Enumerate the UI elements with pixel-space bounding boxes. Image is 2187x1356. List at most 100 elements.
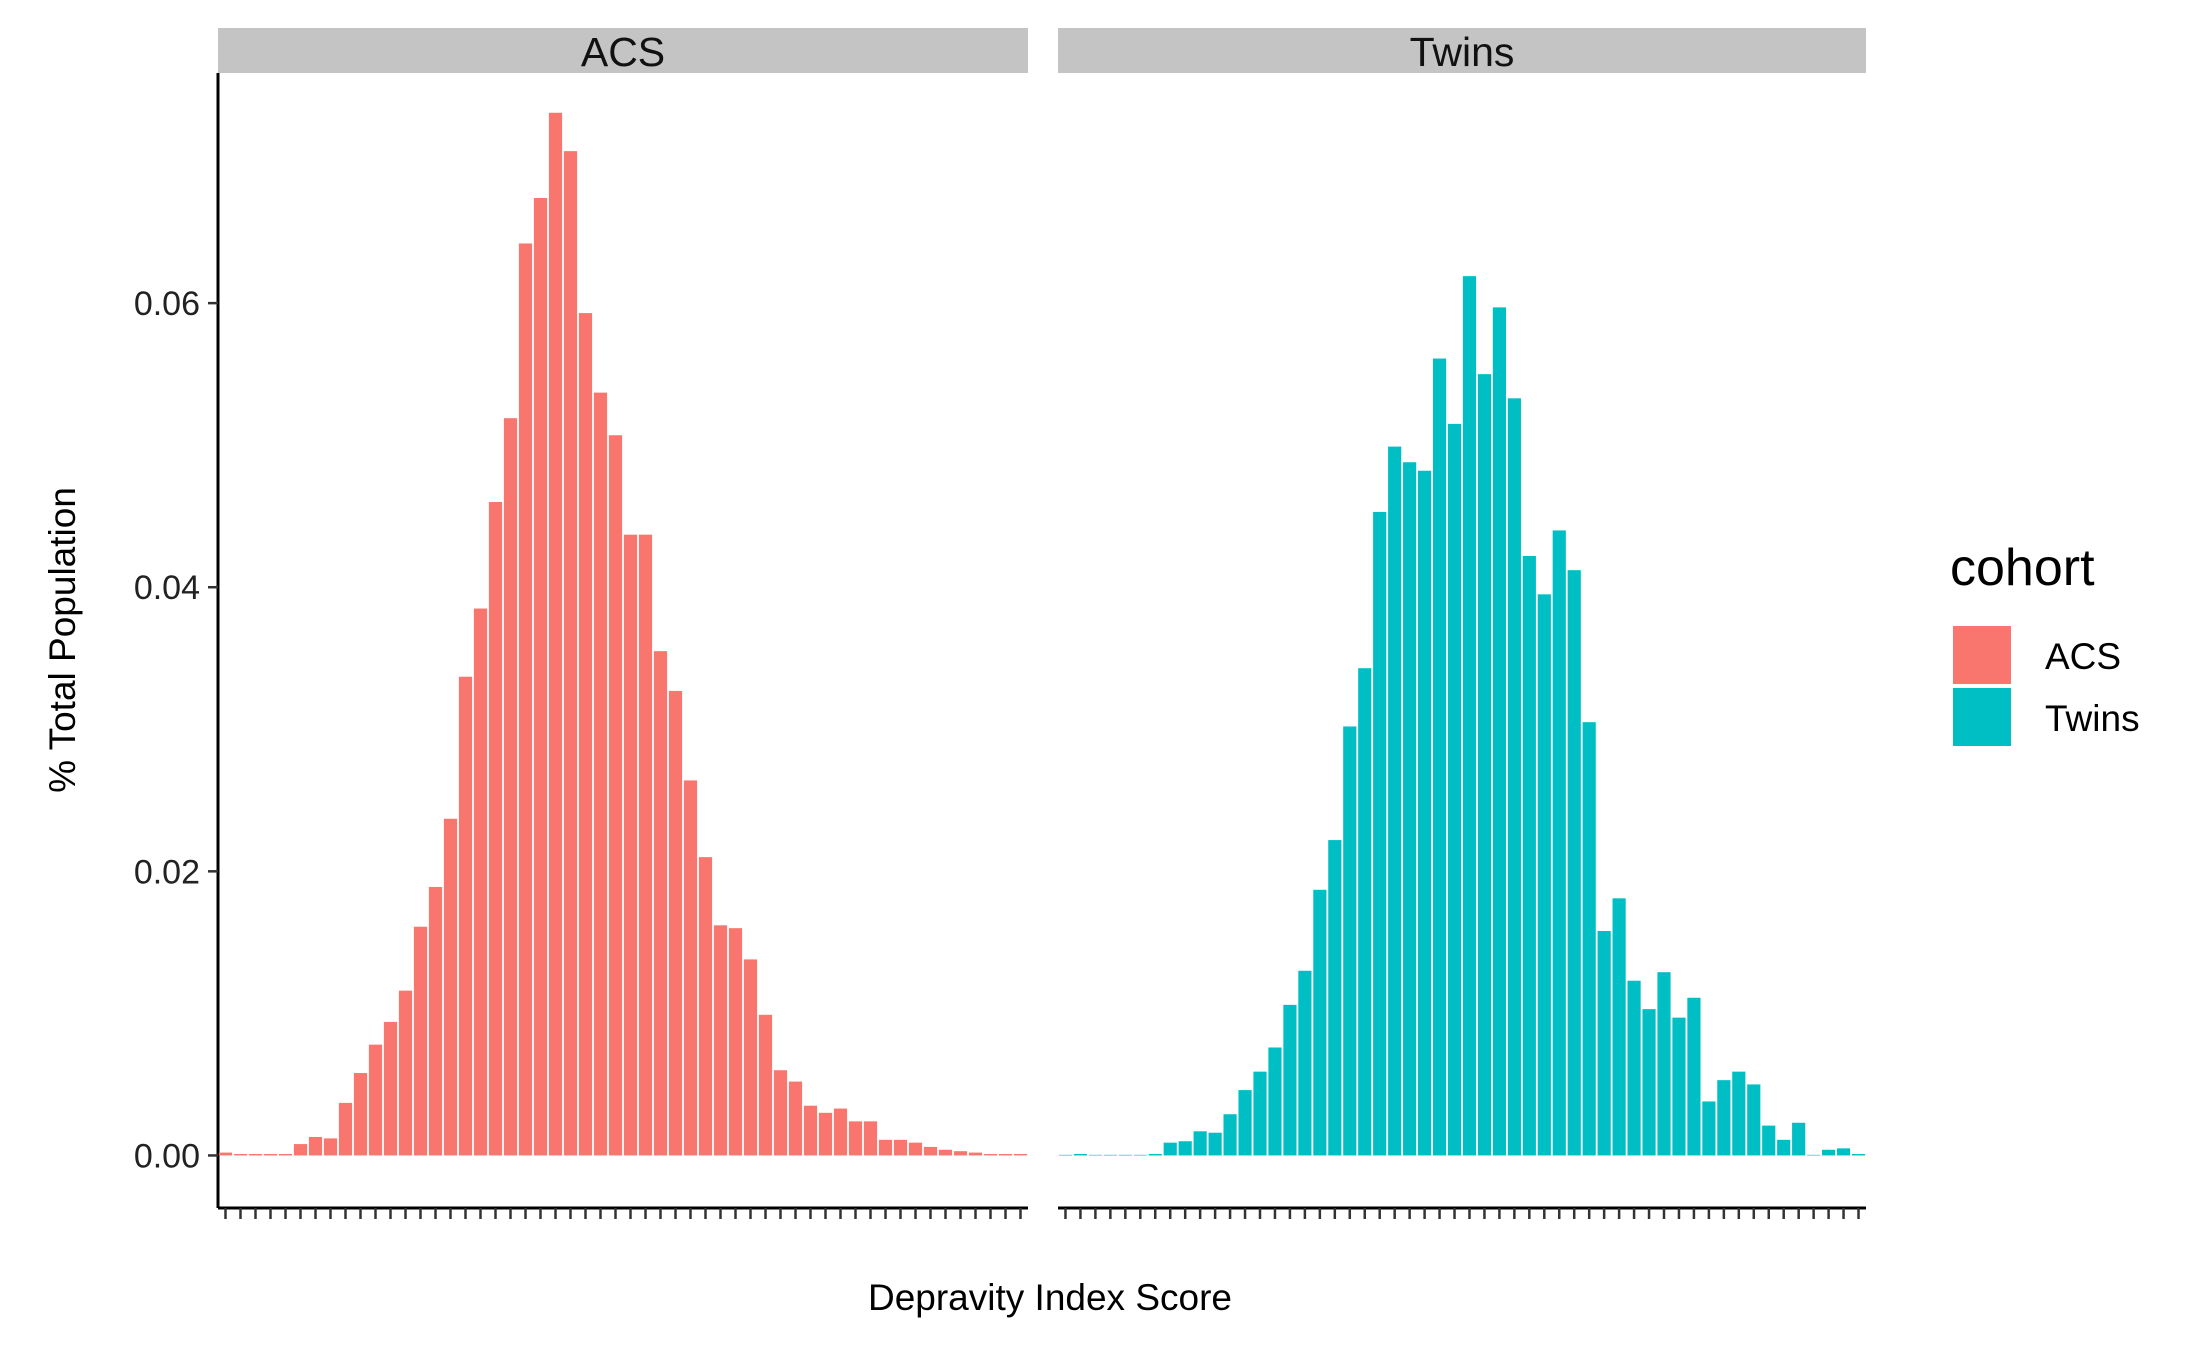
bar	[1702, 1101, 1716, 1156]
bar	[548, 112, 563, 1156]
bar	[383, 1021, 398, 1156]
bar	[818, 1112, 833, 1156]
bar	[518, 243, 533, 1156]
bar	[1762, 1125, 1776, 1156]
bar	[1447, 423, 1462, 1156]
y-tick-label: 0.02	[134, 853, 200, 891]
bar	[323, 1138, 338, 1156]
bar	[1163, 1142, 1177, 1156]
bar	[653, 651, 668, 1156]
bar	[893, 1139, 908, 1156]
bar	[1612, 898, 1626, 1156]
bar	[608, 435, 623, 1156]
bar	[413, 926, 428, 1156]
bar	[1103, 1154, 1117, 1156]
y-tick-label: 0.04	[134, 569, 200, 607]
bar	[1507, 398, 1521, 1156]
bar	[953, 1151, 968, 1156]
bar	[1313, 889, 1327, 1156]
bar	[1567, 570, 1581, 1156]
bar	[773, 1070, 788, 1156]
panel-twins: Twins	[1058, 28, 1866, 1219]
y-tick-label: 0.00	[134, 1137, 200, 1175]
bar	[1851, 1154, 1866, 1156]
bar	[398, 990, 413, 1156]
legend: cohort ACS Twins	[1950, 539, 2140, 746]
bar	[1418, 470, 1432, 1156]
bar	[488, 501, 503, 1156]
bar	[578, 313, 593, 1156]
bar	[1582, 722, 1596, 1156]
bar	[878, 1139, 893, 1156]
bar	[263, 1154, 278, 1156]
bar	[338, 1102, 353, 1156]
bar	[233, 1154, 248, 1156]
bar	[1358, 668, 1372, 1156]
bar	[1373, 511, 1387, 1156]
bar	[1058, 1154, 1073, 1156]
bar	[1328, 840, 1342, 1156]
legend-key-acs	[1953, 626, 2011, 684]
bar	[368, 1044, 383, 1156]
bar	[1792, 1122, 1806, 1156]
bar	[1657, 972, 1671, 1156]
bar	[1178, 1141, 1192, 1156]
bar	[1732, 1071, 1746, 1156]
bar	[938, 1149, 953, 1156]
bar	[1537, 594, 1551, 1156]
bar	[1822, 1149, 1836, 1156]
bar	[1403, 462, 1417, 1156]
bar	[428, 886, 443, 1156]
bar	[1836, 1148, 1851, 1156]
bar	[503, 418, 518, 1156]
bar	[353, 1073, 368, 1156]
bar	[1223, 1114, 1237, 1156]
bar	[1432, 358, 1447, 1156]
panel-acs: ACS	[218, 28, 1028, 1219]
bar	[968, 1152, 983, 1156]
bar	[458, 676, 473, 1156]
bar	[1268, 1047, 1282, 1156]
bar	[1193, 1131, 1207, 1156]
bar	[788, 1081, 803, 1156]
bar	[683, 780, 698, 1156]
bar	[443, 818, 458, 1156]
bar	[1133, 1154, 1147, 1156]
bar	[533, 198, 548, 1156]
facet-strip-acs	[218, 28, 1028, 73]
bar	[743, 959, 758, 1156]
bar	[998, 1154, 1013, 1156]
legend-label-acs: ACS	[2045, 636, 2121, 677]
bar	[278, 1154, 293, 1156]
bar	[1298, 970, 1312, 1156]
bar	[1462, 276, 1477, 1156]
bar	[1013, 1154, 1028, 1156]
bar	[803, 1105, 818, 1156]
bar	[623, 534, 638, 1156]
bar	[713, 925, 728, 1156]
bar	[1642, 1009, 1656, 1156]
bar	[1717, 1080, 1731, 1156]
bar	[218, 1152, 233, 1156]
bar	[248, 1154, 263, 1156]
bar	[863, 1121, 878, 1156]
bar	[908, 1142, 923, 1156]
bar	[308, 1136, 323, 1156]
bar	[1253, 1071, 1267, 1156]
bar	[1597, 930, 1611, 1156]
legend-key-twins	[1953, 688, 2011, 746]
bar	[983, 1154, 998, 1156]
bar	[1388, 446, 1402, 1156]
bar	[1807, 1154, 1821, 1156]
bar	[923, 1146, 938, 1156]
bar	[1687, 997, 1701, 1156]
bar	[1522, 555, 1536, 1156]
bar	[1118, 1154, 1132, 1156]
facet-strip-twins	[1058, 28, 1866, 73]
bar	[1283, 1004, 1297, 1156]
bar	[1477, 374, 1492, 1156]
facet-label-acs: ACS	[581, 29, 665, 75]
bar	[668, 690, 683, 1156]
